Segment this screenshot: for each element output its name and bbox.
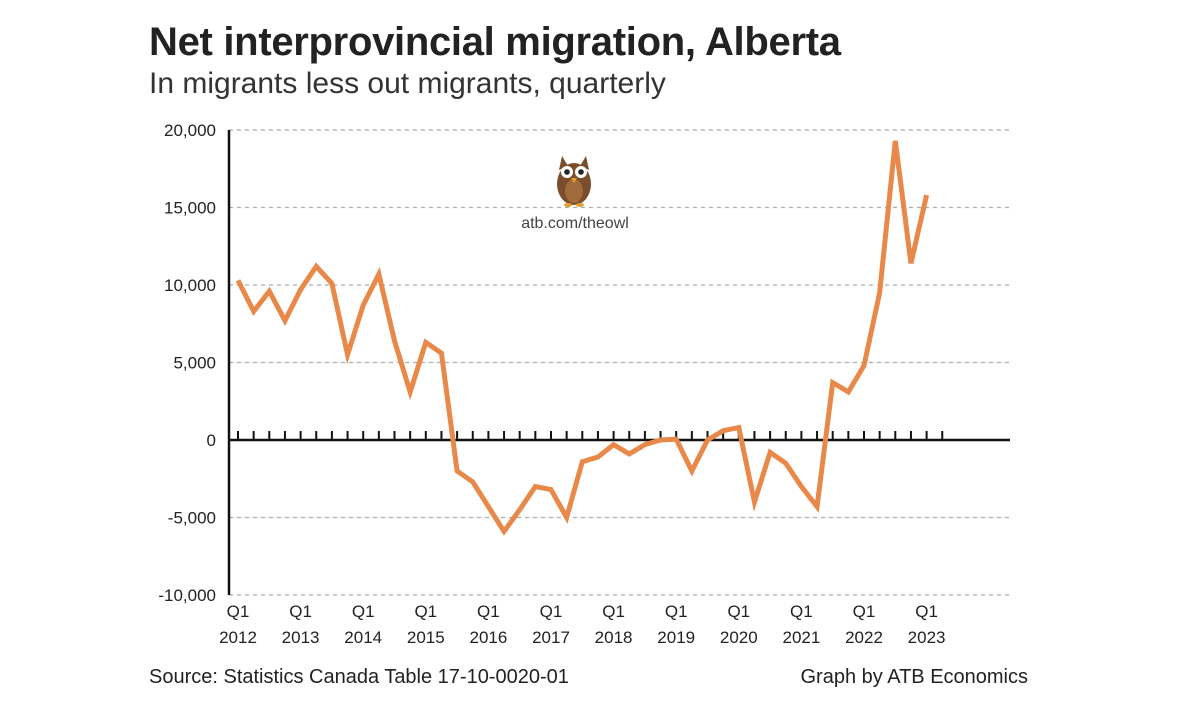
x-tick-year: 2013 [282, 628, 320, 647]
y-tick-label: 0 [207, 431, 216, 450]
x-tick-year: 2019 [657, 628, 695, 647]
x-tick-year: 2015 [407, 628, 445, 647]
x-tick-quarter: Q1 [665, 602, 688, 621]
x-tick-quarter: Q1 [540, 602, 563, 621]
chart-subtitle: In migrants less out migrants, quarterly [149, 67, 666, 100]
x-tick-year: 2014 [344, 628, 382, 647]
x-tick-quarter: Q1 [227, 602, 250, 621]
x-tick-year: 2012 [219, 628, 257, 647]
x-tick-quarter: Q1 [602, 602, 625, 621]
x-tick-quarter: Q1 [727, 602, 750, 621]
series-line [235, 140, 930, 536]
x-tick-quarter: Q1 [352, 602, 375, 621]
x-tick-quarter: Q1 [915, 602, 938, 621]
y-tick-label: -5,000 [168, 509, 216, 528]
y-tick-label: 15,000 [164, 199, 216, 218]
watermark-text: atb.com/theowl [521, 215, 629, 232]
x-tick-year: 2021 [782, 628, 820, 647]
watermark: atb.com/theowl [521, 156, 629, 232]
x-tick-year: 2016 [469, 628, 507, 647]
x-tick-quarter: Q1 [853, 602, 876, 621]
x-tick-quarter: Q1 [289, 602, 312, 621]
series-group [235, 140, 930, 536]
x-tick-year: 2022 [845, 628, 883, 647]
x-tick-quarter: Q1 [790, 602, 813, 621]
gridlines [229, 129, 1010, 596]
y-tick-labels: -10,000 -5,000 0 5,000 10,000 15,000 20,000 [158, 121, 216, 605]
y-tick-label: 10,000 [164, 276, 216, 295]
x-tick-quarter: Q1 [477, 602, 500, 621]
y-tick-label: 5,000 [173, 354, 216, 373]
x-tick-year: 2023 [908, 628, 946, 647]
x-tick-year: 2017 [532, 628, 570, 647]
y-tick-label: 20,000 [164, 121, 216, 140]
owl-icon [557, 156, 591, 207]
credit-note: Graph by ATB Economics [800, 666, 1029, 688]
x-tick-labels: Q1 2012 Q1 2013 Q1 2014 Q1 2015 Q1 2016 Q1 2017 Q1 20… [219, 602, 945, 647]
x-tick-year: 2020 [720, 628, 758, 647]
x-ticks [237, 431, 944, 441]
source-note: Source: Statistics Canada Table 17-10-00… [149, 666, 569, 688]
y-tick-label: -10,000 [158, 586, 216, 605]
x-tick-quarter: Q1 [414, 602, 437, 621]
x-tick-year: 2018 [595, 628, 633, 647]
chart-title: Net interprovincial migration, Alberta [149, 20, 841, 64]
